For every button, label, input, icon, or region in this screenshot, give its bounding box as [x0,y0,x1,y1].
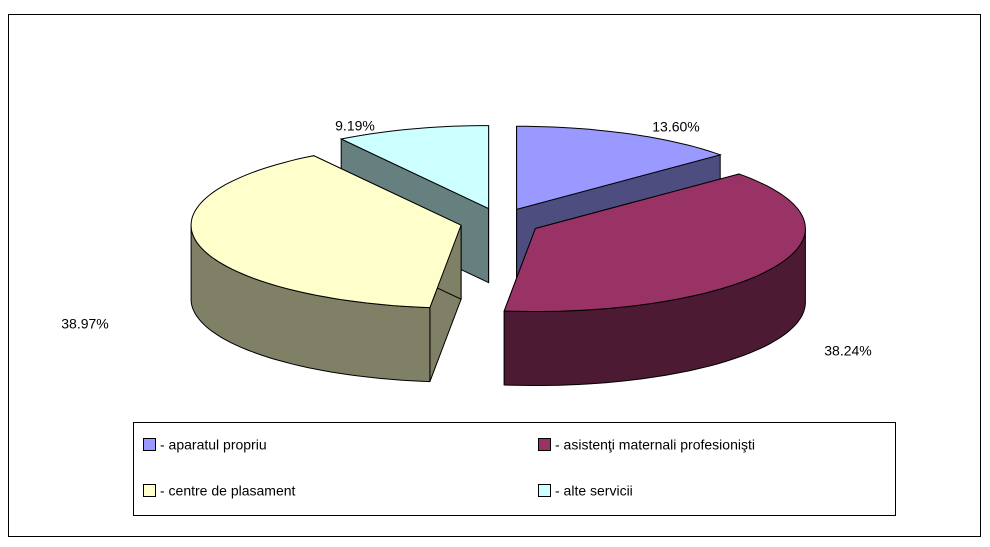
legend-box [133,422,896,516]
slice [503,173,806,312]
slice [339,125,490,210]
legend-label: - aparatul propriu [160,437,267,453]
legend-swatch [538,438,551,451]
legend-label: - asistenţi maternali profesionişti [555,437,755,453]
slice [516,125,722,210]
legend-swatch [143,484,156,497]
data-label: 38.24% [824,343,871,359]
legend-label: - alte servicii [555,483,633,499]
data-label: 13.60% [652,119,699,135]
legend-label: - centre de plasament [160,483,296,499]
data-label: 38.97% [61,316,108,332]
data-label: 9.19% [335,118,375,134]
legend-swatch [538,484,551,497]
slice [190,155,462,309]
legend-swatch [143,438,156,451]
